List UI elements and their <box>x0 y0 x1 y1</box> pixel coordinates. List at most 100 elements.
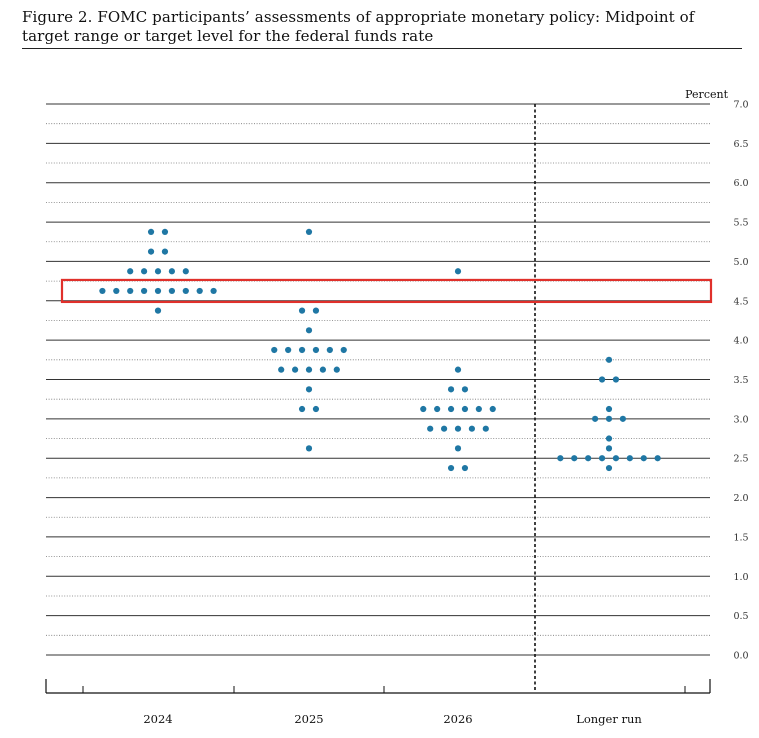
participant-dot <box>598 455 606 462</box>
y-tick-label: 5.0 <box>733 257 748 268</box>
participant-dot <box>654 455 661 462</box>
x-category-label: 2026 <box>443 712 472 726</box>
participant-dot <box>182 268 189 275</box>
participant-dot <box>319 366 326 373</box>
participant-dot <box>605 435 613 442</box>
y-axis-unit-label: Percent <box>685 88 728 101</box>
participant-dot <box>447 405 455 413</box>
participant-dot <box>598 376 606 383</box>
participant-dot <box>454 425 462 432</box>
participant-dot <box>154 287 162 295</box>
participant-dot <box>298 346 306 354</box>
participant-dot <box>489 405 496 413</box>
y-tick-label: 7.0 <box>733 100 748 111</box>
participant-dot <box>468 425 475 432</box>
participant-dot <box>420 405 427 413</box>
y-tick-label: 4.5 <box>733 296 748 307</box>
participant-dot <box>99 287 106 295</box>
y-tick-label: 3.0 <box>733 414 748 425</box>
participant-dot <box>154 307 162 314</box>
participant-dot <box>305 228 313 236</box>
y-tick-label: 2.0 <box>733 493 748 504</box>
participant-dot <box>312 307 320 314</box>
participant-dot <box>482 425 489 432</box>
y-tick-label: 3.5 <box>733 375 748 386</box>
participant-dot <box>161 248 169 255</box>
participant-dot <box>210 287 217 295</box>
highlight-layer <box>60 278 713 304</box>
participant-dot <box>626 455 633 462</box>
gridlines <box>46 103 710 656</box>
y-tick-label: 0.5 <box>733 611 748 622</box>
participant-dot <box>592 415 599 422</box>
y-tick-labels: 0.0 0.5 1.0 1.5 2.0 2.5 3.0 3.5 4.0 4.5 5.0 5.5 6.0 6… <box>733 100 748 662</box>
participant-dot <box>447 386 455 393</box>
participant-dot <box>640 455 647 462</box>
participant-dot <box>585 455 592 462</box>
y-tick-label: 4.0 <box>733 336 748 347</box>
participant-dot <box>461 464 469 472</box>
figure-caption: Figure 2. FOMC participants’ assessments… <box>22 8 695 45</box>
participant-dot <box>605 464 613 472</box>
participant-dot <box>147 228 155 236</box>
participant-dot <box>619 415 627 422</box>
participant-dot <box>612 376 620 383</box>
participant-dot <box>340 346 347 354</box>
participant-dot <box>168 268 175 275</box>
participant-dot <box>141 268 148 275</box>
y-tick-label: 5.5 <box>733 218 748 229</box>
y-tick-label: 0.0 <box>733 651 748 662</box>
participant-dot <box>182 287 189 295</box>
participant-dot <box>141 287 148 295</box>
participant-dot <box>447 464 455 472</box>
y-tick-label: 1.5 <box>733 532 748 543</box>
participant-dot <box>154 268 162 275</box>
participant-dot <box>475 405 482 413</box>
participant-dot <box>312 346 320 354</box>
participant-dot <box>326 346 333 354</box>
caption-rule <box>22 48 742 49</box>
participant-dot <box>605 356 613 363</box>
participant-dot <box>127 287 134 295</box>
participant-dot <box>333 366 340 373</box>
y-tick-label: 2.5 <box>733 454 748 465</box>
participant-dot <box>441 425 448 432</box>
y-tick-label: 6.0 <box>733 178 748 189</box>
x-axis <box>45 104 711 694</box>
participant-dot <box>298 307 306 314</box>
participant-dot <box>305 366 313 373</box>
participant-dot <box>571 455 578 462</box>
participant-dot <box>147 248 155 255</box>
x-category-labels: 2024 2025 2026 Longer run <box>143 712 642 726</box>
participant-dot <box>285 346 292 354</box>
highlight-box <box>60 278 713 304</box>
participant-dot <box>305 386 313 393</box>
x-category-label: Longer run <box>576 712 642 726</box>
participant-dot <box>278 366 285 373</box>
x-category-label: 2025 <box>294 712 323 726</box>
participant-dot <box>454 268 462 275</box>
participant-dot <box>605 445 613 452</box>
participant-dot <box>605 415 613 422</box>
participant-dot <box>461 386 469 393</box>
participant-dot <box>605 405 613 413</box>
participant-dot <box>298 405 306 413</box>
participant-dot <box>427 425 434 432</box>
y-tick-label: 1.0 <box>733 572 748 583</box>
participant-dot <box>612 455 620 462</box>
participant-dot <box>461 405 469 413</box>
participant-dot <box>168 287 175 295</box>
participant-dot <box>292 366 299 373</box>
participant-dot <box>305 445 313 452</box>
participant-dot <box>305 327 313 334</box>
participant-dot <box>271 346 278 354</box>
x-category-label: 2024 <box>143 712 172 726</box>
participant-dot <box>454 366 462 373</box>
participant-dot <box>454 445 462 452</box>
participant-dot <box>113 287 120 295</box>
participant-dot <box>196 287 203 295</box>
participant-dot <box>127 268 134 275</box>
y-tick-label: 6.5 <box>733 139 748 150</box>
participant-dot <box>312 405 320 413</box>
